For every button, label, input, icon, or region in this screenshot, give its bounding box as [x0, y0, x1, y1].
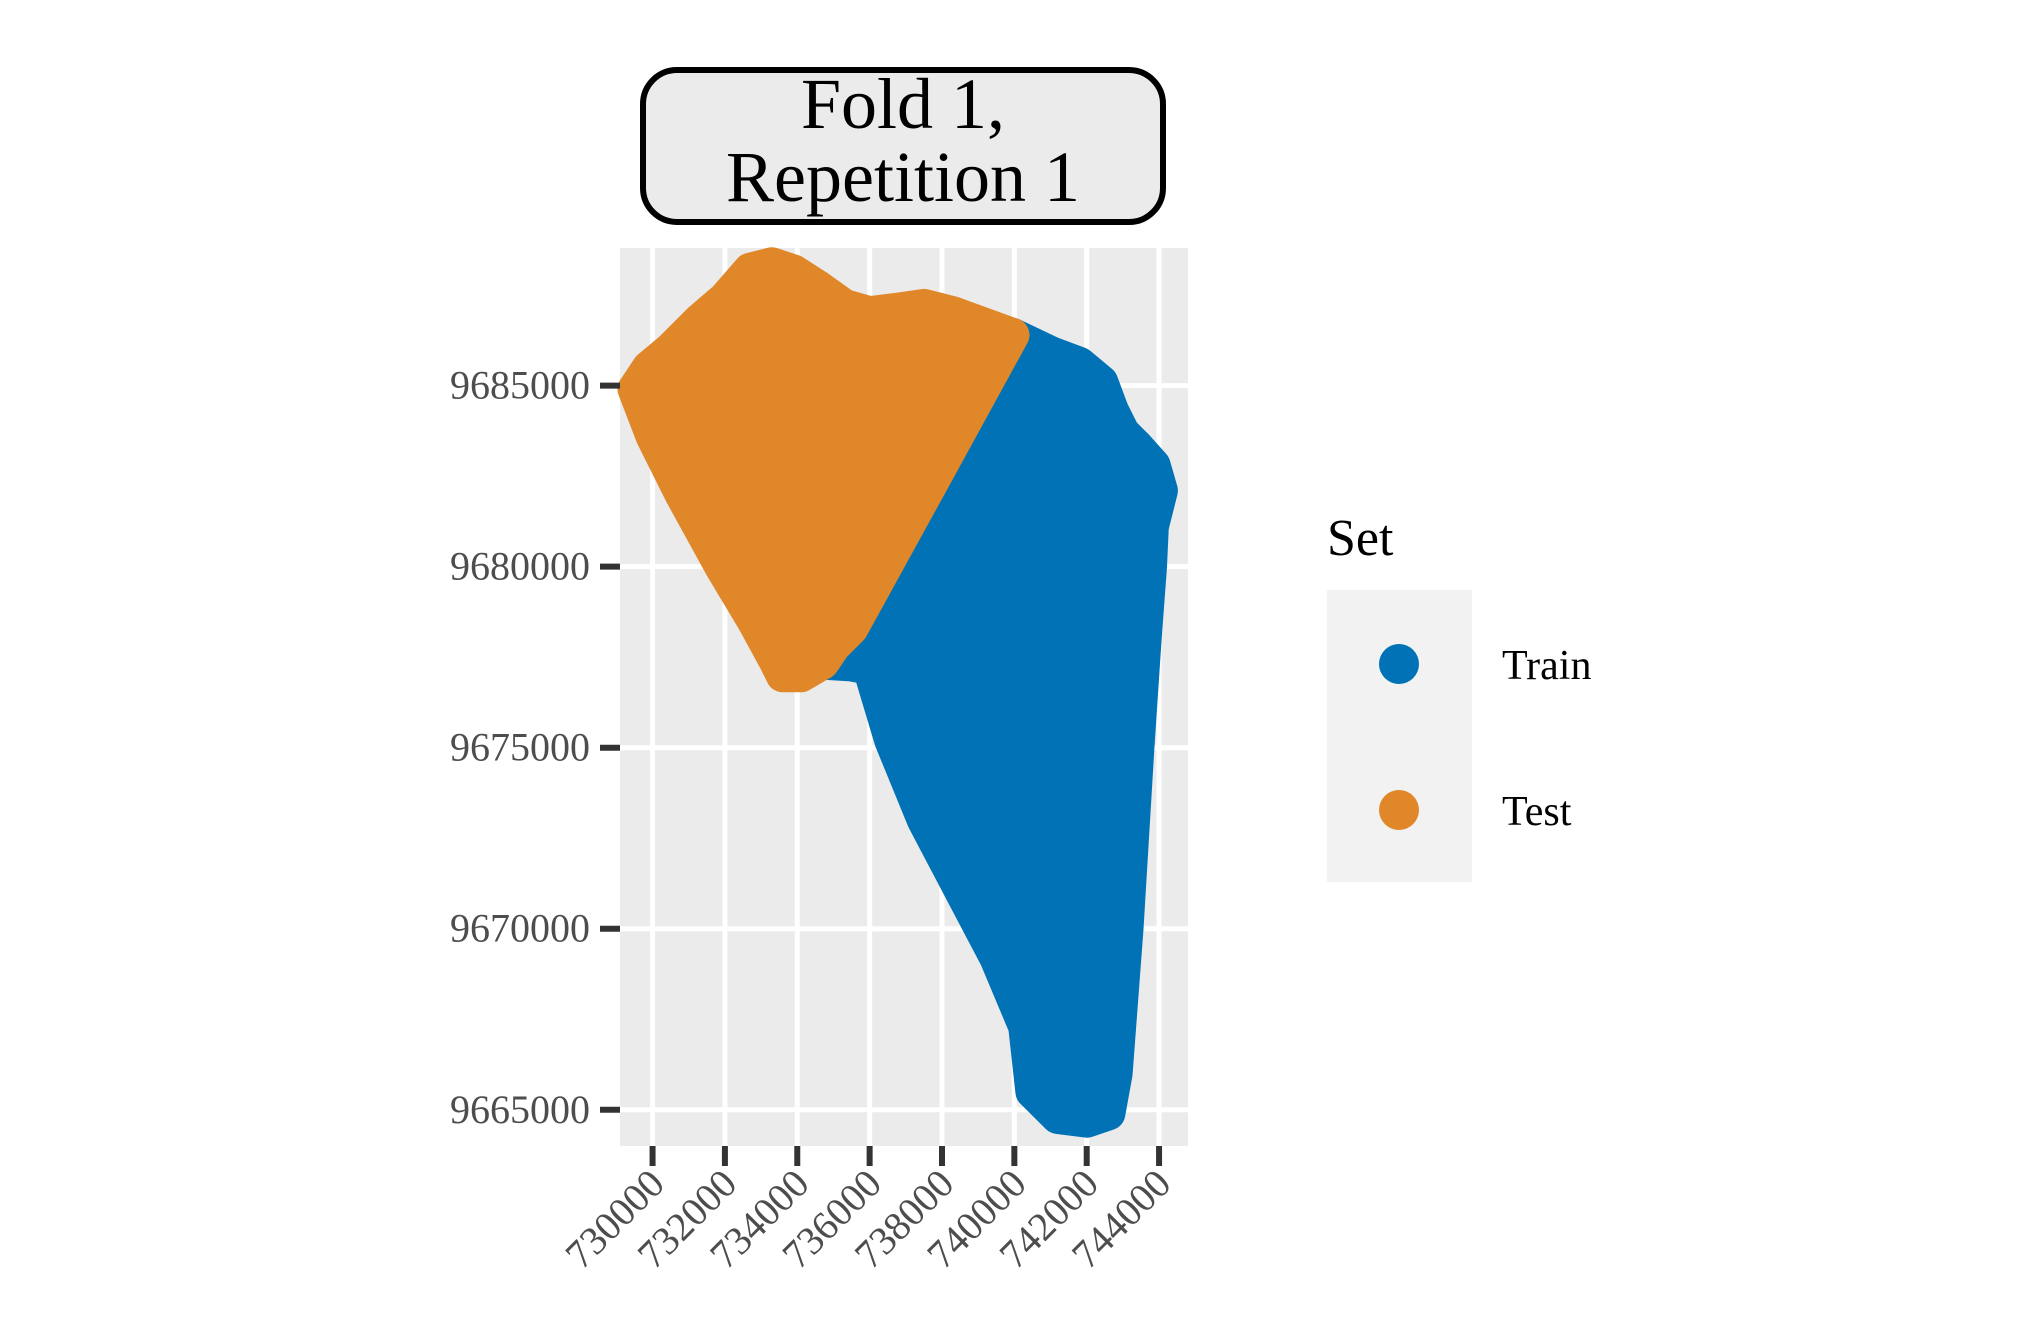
- y-tick-label-4: 9685000: [450, 363, 590, 408]
- facet-strip: Fold 1, Repetition 1: [640, 64, 1166, 225]
- y-tick-label-0: 9665000: [450, 1087, 590, 1132]
- data-layer: [617, 247, 1178, 1138]
- facet-title-line-2: Repetition 1: [726, 137, 1080, 217]
- legend-key-train: [1379, 644, 1419, 684]
- legend: Set Train Test: [1327, 510, 1591, 882]
- legend-label-train: Train: [1502, 643, 1591, 689]
- legend-title: Set: [1327, 510, 1394, 567]
- region-test: [617, 247, 1030, 693]
- y-tick-label-2: 9675000: [450, 725, 590, 770]
- legend-label-test: Test: [1502, 789, 1572, 835]
- y-tick-label-1: 9670000: [450, 906, 590, 951]
- legend-key-test: [1379, 790, 1419, 830]
- y-tick-label-3: 9680000: [450, 544, 590, 589]
- facet-title-line-1: Fold 1,: [801, 64, 1005, 144]
- facet-strip-box: [640, 67, 1166, 225]
- legend-key-background: [1327, 590, 1472, 882]
